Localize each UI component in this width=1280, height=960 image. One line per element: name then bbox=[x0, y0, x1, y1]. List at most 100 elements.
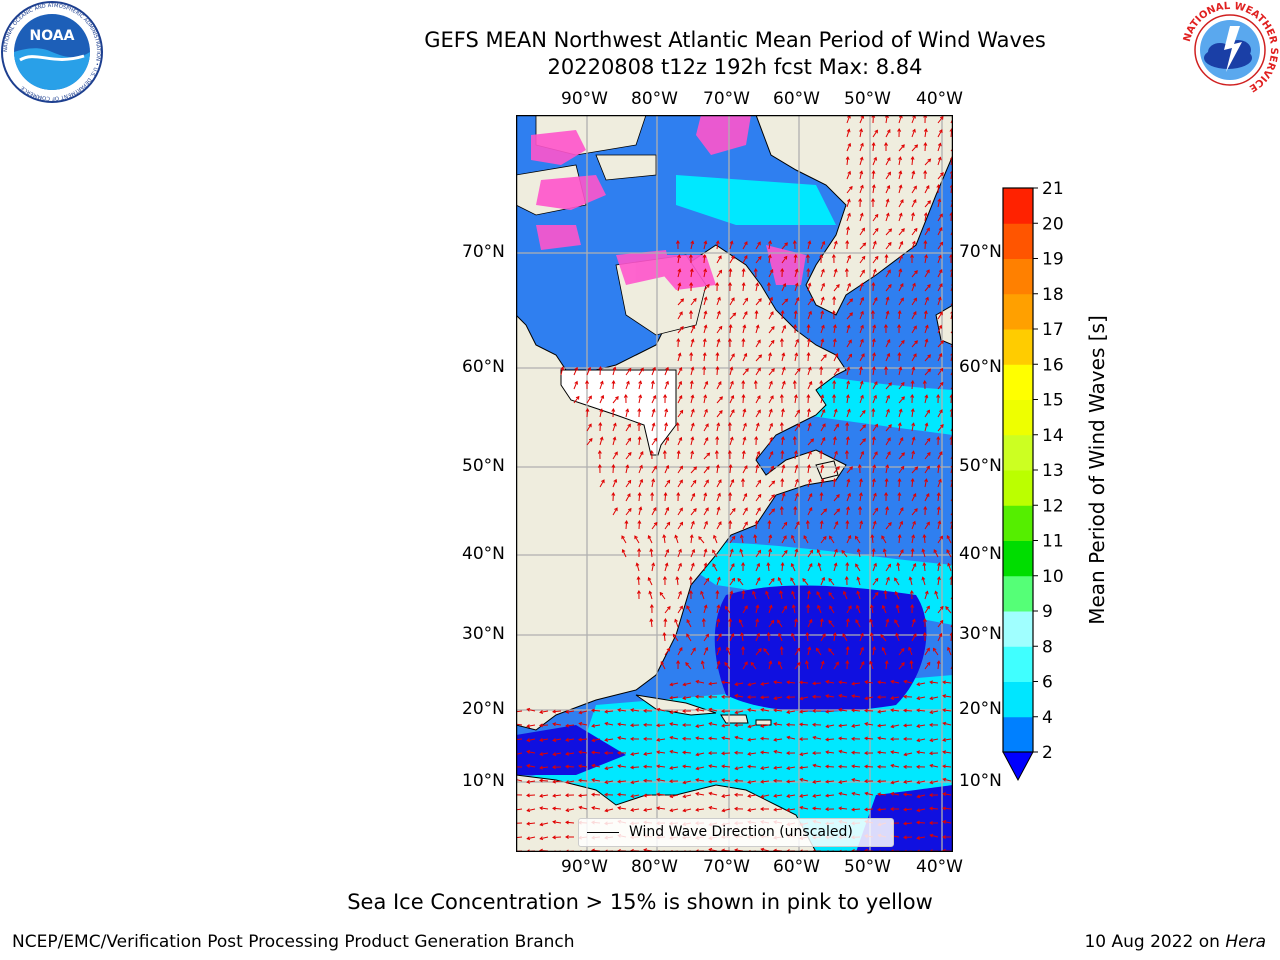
wind-wave-arrow-head bbox=[903, 835, 907, 840]
wind-wave-arrow bbox=[807, 367, 811, 376]
wind-wave-arrow-head bbox=[757, 339, 761, 344]
wind-wave-arrow-head bbox=[901, 452, 905, 457]
wind-wave-arrow-head bbox=[812, 735, 817, 740]
wind-wave-arrow-head bbox=[659, 591, 664, 596]
wind-wave-arrow bbox=[605, 808, 614, 812]
wind-wave-arrow-head bbox=[916, 750, 921, 755]
wind-wave-arrow-head bbox=[734, 710, 739, 715]
wind-wave-arrow-head bbox=[807, 240, 812, 245]
wind-wave-arrow-head bbox=[846, 478, 851, 483]
wind-wave-arrow bbox=[852, 765, 861, 768]
wind-wave-arrow bbox=[924, 284, 931, 292]
wind-wave-arrow-head bbox=[872, 324, 877, 329]
wind-wave-arrow-head bbox=[872, 520, 877, 525]
wind-wave-arrow bbox=[657, 779, 666, 782]
wind-wave-arrow bbox=[891, 724, 900, 728]
wind-wave-arrow-head bbox=[669, 779, 673, 784]
wind-wave-arrow bbox=[937, 143, 941, 152]
wind-wave-arrow bbox=[833, 494, 840, 502]
wind-wave-arrow-head bbox=[578, 805, 583, 810]
wind-wave-arrow-head bbox=[923, 506, 928, 510]
wind-wave-arrow-head bbox=[910, 156, 915, 160]
wind-wave-arrow-head bbox=[947, 646, 951, 651]
wind-wave-arrow-head bbox=[926, 409, 930, 414]
wind-wave-arrow-head bbox=[591, 723, 596, 728]
wind-wave-arrow bbox=[787, 681, 796, 684]
wind-wave-arrow-head bbox=[912, 282, 916, 287]
wind-wave-arrow-head bbox=[715, 282, 720, 286]
wind-wave-arrow-head bbox=[897, 534, 902, 538]
wind-wave-arrow bbox=[526, 794, 536, 796]
wind-wave-arrow bbox=[781, 409, 784, 418]
wind-wave-arrow-head bbox=[600, 394, 605, 399]
wind-wave-arrow bbox=[768, 620, 775, 628]
wind-wave-arrow bbox=[683, 780, 692, 784]
wind-wave-arrow bbox=[929, 807, 939, 810]
wind-wave-arrow bbox=[516, 836, 523, 839]
wind-wave-arrow bbox=[755, 633, 760, 642]
wind-wave-arrow-head bbox=[877, 736, 881, 741]
sea-ice-caption: Sea Ice Concentration > 15% is shown in … bbox=[347, 890, 933, 914]
wind-wave-arrow-head bbox=[730, 409, 735, 414]
wind-wave-arrow-head bbox=[587, 366, 592, 371]
wind-wave-arrow bbox=[859, 633, 864, 642]
wind-wave-arrow-head bbox=[695, 679, 700, 684]
wind-wave-arrow-head bbox=[662, 450, 667, 454]
wind-wave-arrow-head bbox=[926, 521, 930, 526]
wind-wave-arrow-head bbox=[780, 436, 785, 441]
wind-wave-arrow bbox=[894, 577, 900, 586]
wind-wave-arrow-head bbox=[734, 792, 738, 797]
wind-wave-arrow bbox=[833, 284, 840, 292]
wind-wave-arrow bbox=[816, 591, 822, 600]
wind-wave-arrow bbox=[846, 115, 851, 124]
wind-wave-arrow-head bbox=[769, 268, 774, 273]
wind-wave-arrow-head bbox=[665, 436, 670, 441]
wind-wave-arrow-head bbox=[678, 436, 683, 441]
wind-wave-arrow-head bbox=[734, 723, 738, 728]
wind-wave-arrow bbox=[937, 521, 941, 530]
wind-wave-arrow bbox=[768, 340, 775, 348]
wind-wave-arrow-head bbox=[846, 324, 851, 329]
wind-wave-arrow bbox=[747, 765, 757, 768]
wind-wave-arrow bbox=[859, 270, 865, 278]
wind-wave-arrow-head bbox=[721, 736, 726, 740]
wind-wave-arrow-head bbox=[716, 506, 721, 511]
wind-wave-arrow bbox=[761, 724, 770, 727]
colorbar-bin-16-17 bbox=[1003, 329, 1033, 365]
wind-wave-arrow bbox=[566, 710, 575, 713]
wind-wave-arrow bbox=[898, 283, 904, 292]
wind-wave-arrow bbox=[708, 737, 718, 740]
wind-wave-arrow bbox=[800, 806, 809, 810]
wind-wave-arrow-head bbox=[539, 738, 544, 742]
wind-wave-arrow-head bbox=[780, 310, 785, 314]
wind-wave-arrow-head bbox=[808, 563, 813, 567]
wind-wave-arrow-head bbox=[821, 576, 826, 581]
wind-wave-arrow-head bbox=[599, 408, 604, 413]
wind-wave-arrow-head bbox=[939, 367, 944, 372]
wind-wave-arrow-head bbox=[815, 647, 820, 652]
wind-wave-arrow bbox=[649, 591, 653, 600]
wind-wave-arrow bbox=[648, 535, 653, 544]
wind-wave-arrow-head bbox=[860, 324, 864, 329]
wind-wave-arrow-head bbox=[617, 750, 621, 755]
wind-wave-arrow bbox=[896, 605, 900, 614]
wind-wave-arrow-head bbox=[766, 562, 771, 567]
wind-wave-arrow bbox=[924, 240, 926, 250]
wind-wave-arrow bbox=[820, 283, 825, 292]
colorbar-bin-14-15 bbox=[1003, 399, 1033, 436]
wind-wave-arrow bbox=[643, 766, 653, 768]
wind-wave-arrow-head bbox=[703, 562, 708, 567]
wind-wave-arrow-head bbox=[771, 508, 776, 513]
wind-wave-arrow bbox=[937, 368, 944, 376]
wind-wave-arrow bbox=[937, 340, 944, 348]
wind-wave-arrow-head bbox=[871, 115, 876, 118]
wind-wave-arrow bbox=[670, 682, 679, 686]
wind-wave-arrow bbox=[924, 227, 930, 236]
wind-wave-arrow-head bbox=[755, 464, 760, 469]
wind-wave-arrow-head bbox=[650, 492, 655, 496]
wind-wave-arrow bbox=[807, 423, 811, 432]
wind-wave-arrow bbox=[768, 255, 771, 264]
wind-wave-arrow-head bbox=[898, 268, 903, 273]
wind-wave-arrow-head bbox=[851, 750, 855, 755]
wind-wave-arrow bbox=[833, 269, 837, 278]
